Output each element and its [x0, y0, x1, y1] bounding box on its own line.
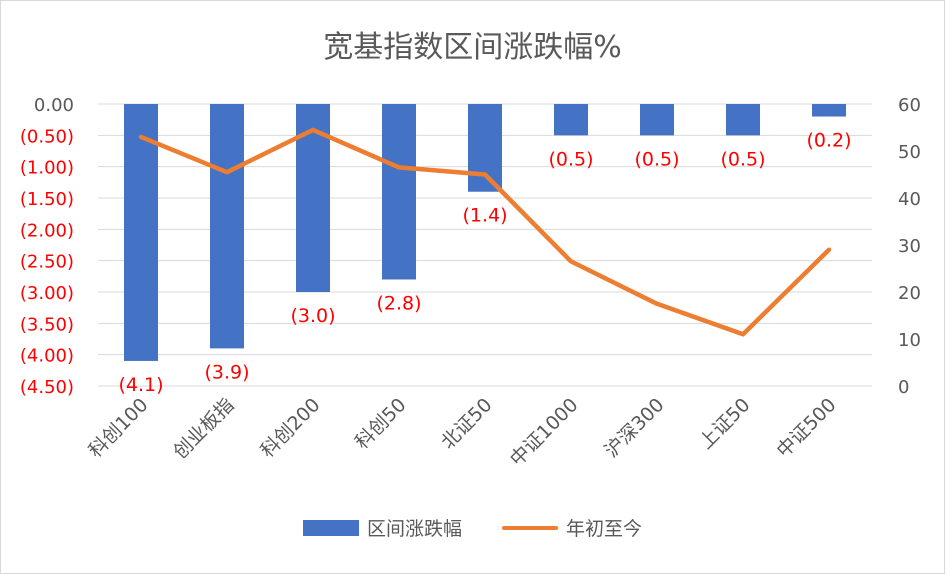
- left-axis-tick-label: 0.00: [34, 95, 74, 116]
- bar-data-label: (2.8): [376, 292, 421, 314]
- legend-item-line: 年初至今: [502, 514, 642, 541]
- legend-item-bar: 区间涨跌幅: [302, 514, 462, 541]
- bar: [812, 104, 846, 117]
- category-label: 创业板指: [169, 394, 238, 463]
- right-axis-tick-label: 30: [898, 236, 921, 257]
- category-label: 科创200: [256, 394, 324, 462]
- bar-data-label: (0.2): [806, 130, 851, 152]
- right-axis-tick-label: 20: [898, 283, 921, 304]
- legend-label-bar: 区间涨跌幅: [366, 518, 462, 540]
- bar-data-label: (1.4): [462, 205, 507, 227]
- category-label: 中证1000: [506, 394, 583, 471]
- bar: [640, 104, 674, 136]
- right-axis-tick-label: 40: [898, 189, 921, 210]
- bar: [382, 104, 416, 280]
- left-axis-tick-label: (3.00): [20, 283, 74, 304]
- bar-data-label: (0.5): [720, 148, 765, 170]
- bar-data-label: (3.0): [290, 305, 335, 327]
- legend-label-line: 年初至今: [566, 518, 643, 540]
- category-label: 北证50: [437, 394, 497, 454]
- left-axis-tick-label: (2.00): [20, 220, 74, 241]
- left-axis-tick-label: (4.00): [20, 346, 74, 367]
- bar-data-label: (4.1): [118, 374, 163, 396]
- left-axis-tick-label: (0.50): [20, 126, 74, 147]
- bar: [210, 104, 244, 349]
- category-label: 科创100: [84, 394, 152, 462]
- legend-swatch-line: [502, 525, 558, 530]
- left-axis-tick-label: (1.50): [20, 189, 74, 210]
- right-axis-tick-label: 60: [898, 95, 921, 116]
- right-axis-tick-label: 10: [898, 330, 921, 351]
- bar-data-label: (0.5): [634, 148, 679, 170]
- category-label: 沪深300: [600, 394, 668, 462]
- bar: [726, 104, 760, 136]
- right-axis-tick-label: 50: [898, 142, 921, 163]
- bar-data-label: (0.5): [548, 148, 593, 170]
- left-axis-tick-label: (3.50): [20, 314, 74, 335]
- bar: [554, 104, 588, 136]
- chart-title: 宽基指数区间涨跌幅%: [323, 30, 622, 65]
- left-axis-tick-label: (1.00): [20, 158, 74, 179]
- category-label: 中证500: [772, 394, 840, 462]
- bar: [124, 104, 158, 361]
- category-label: 科创50: [351, 394, 411, 454]
- bar-data-label: (3.9): [204, 361, 249, 383]
- left-axis-tick-label: (4.50): [20, 377, 74, 398]
- legend-swatch-bar: [302, 519, 359, 536]
- legend: 区间涨跌幅 年初至今: [0, 514, 945, 541]
- category-label: 上证50: [695, 394, 755, 454]
- bar: [468, 104, 502, 192]
- left-axis-tick-label: (2.50): [20, 252, 74, 273]
- right-axis-tick-label: 0: [898, 377, 909, 398]
